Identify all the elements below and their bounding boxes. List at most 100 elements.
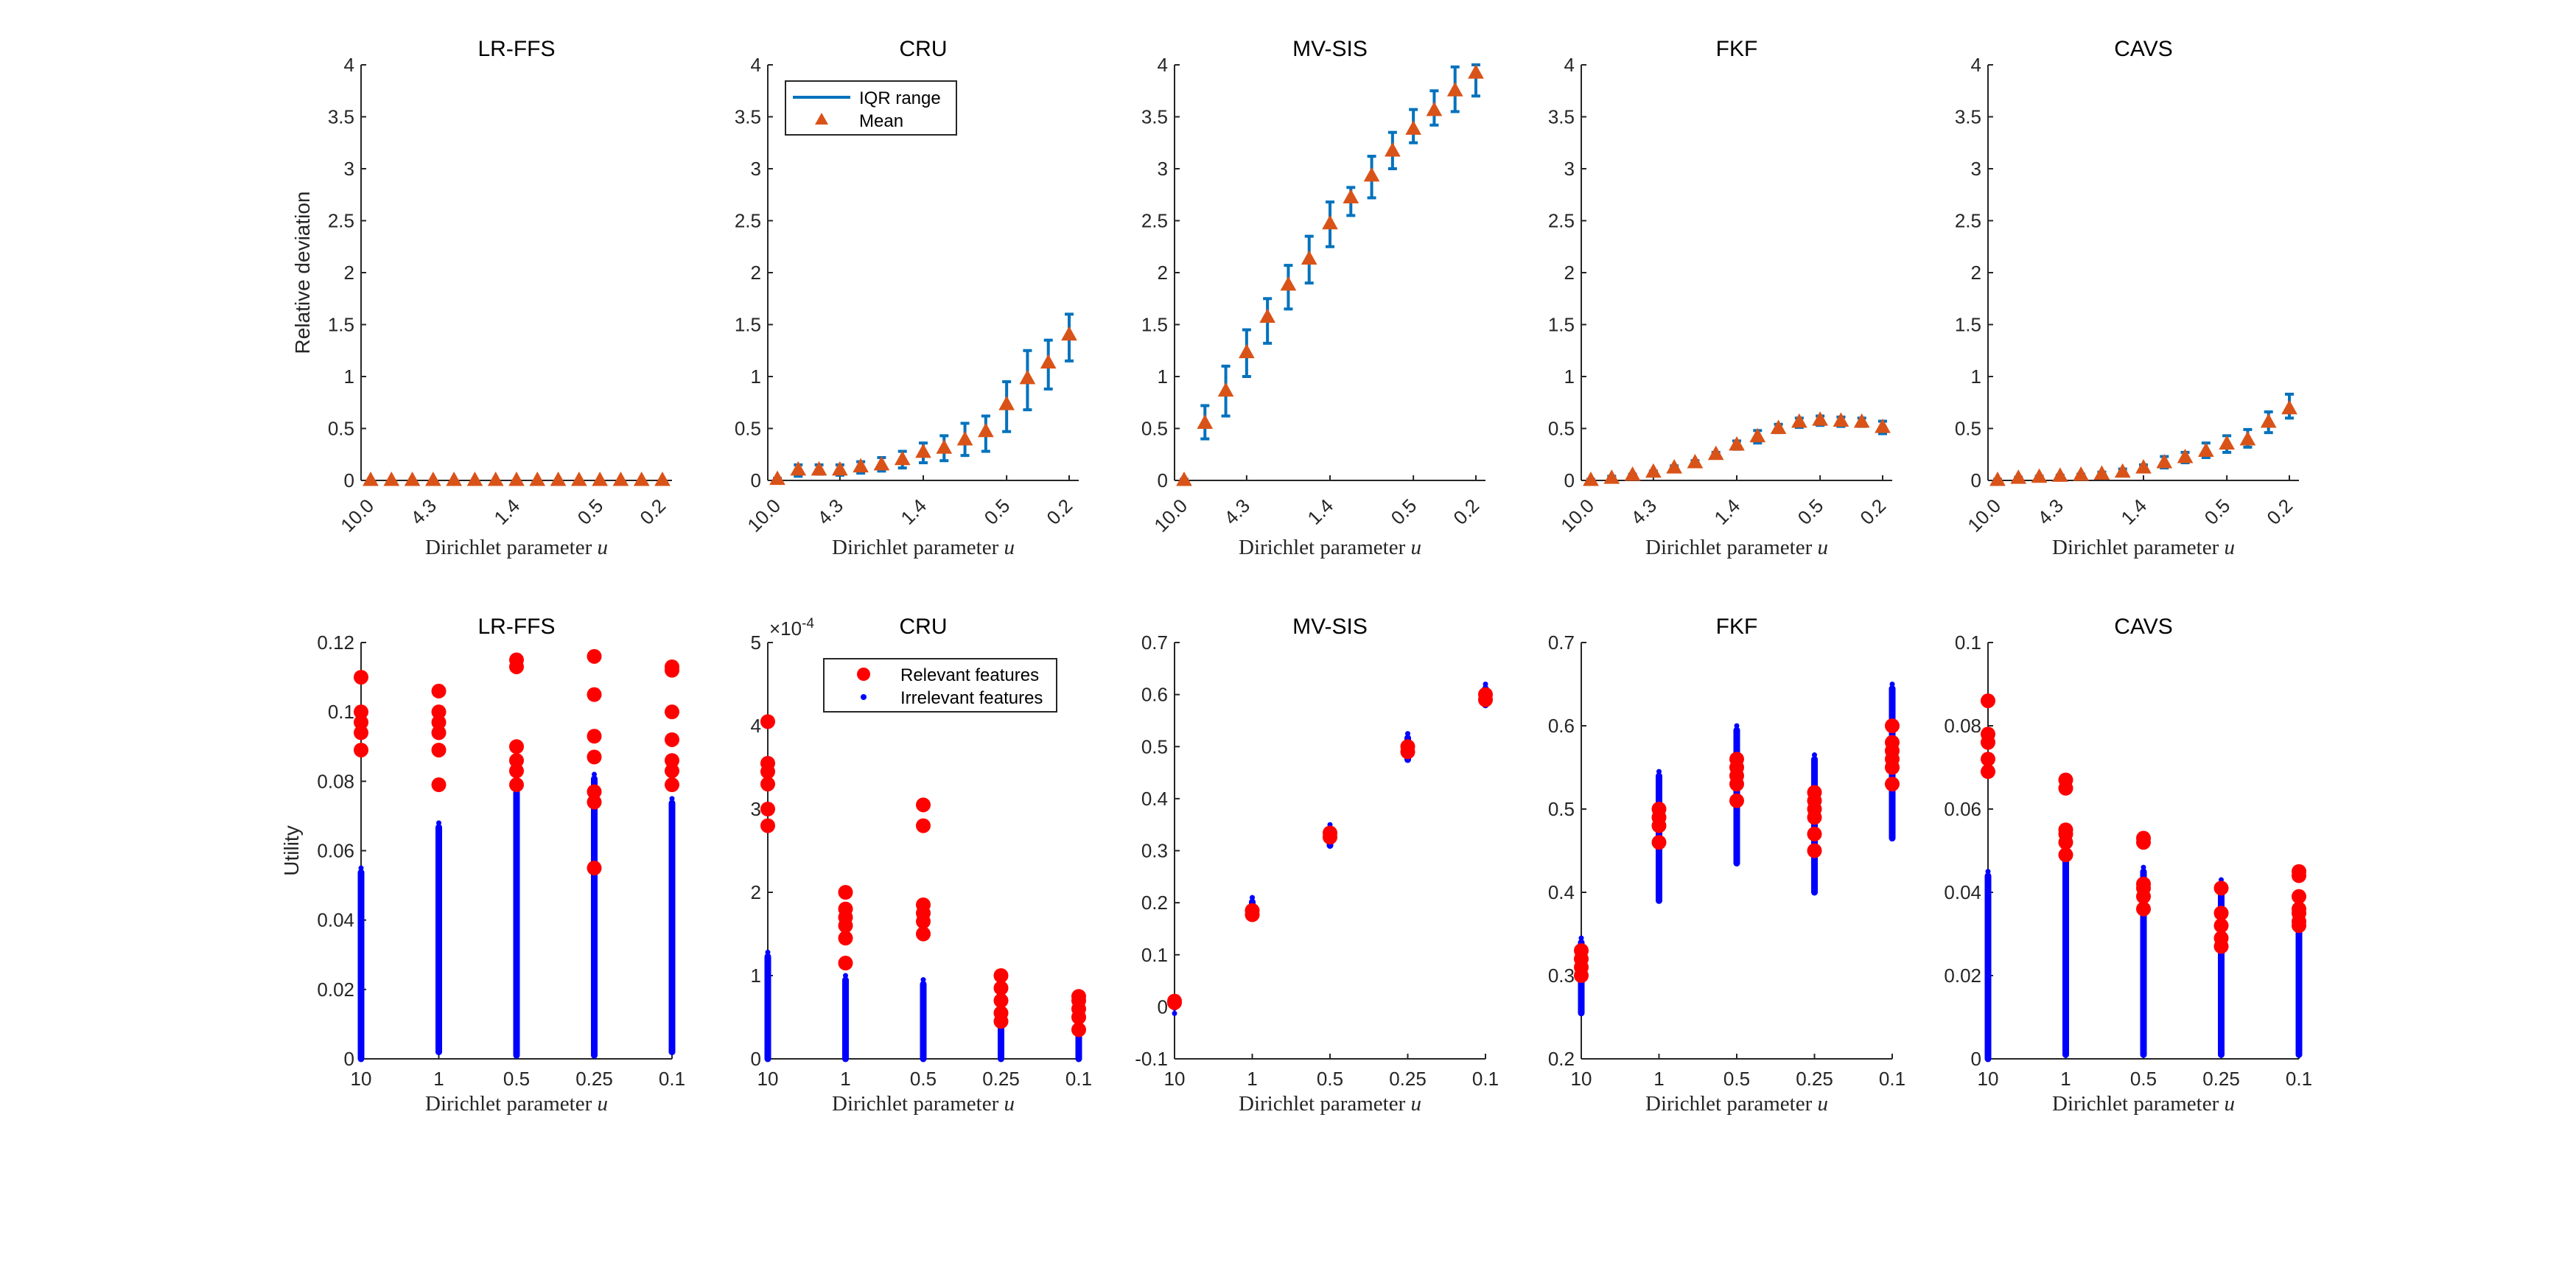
x-tick-label: 0.1 bbox=[2286, 1068, 2312, 1090]
irrelevant-feature-point bbox=[1889, 692, 1895, 697]
mean-marker bbox=[2239, 430, 2256, 446]
x-axis-label-variable: u bbox=[1411, 536, 1422, 559]
irrelevant-feature-point bbox=[1734, 723, 1740, 729]
x-tick-label: 0.5 bbox=[1723, 1068, 1750, 1090]
irrelevant-feature-point bbox=[514, 796, 519, 802]
y-tick-label: 0.5 bbox=[1548, 418, 1575, 440]
irrelevant-feature-point bbox=[1405, 731, 1410, 737]
mean-marker bbox=[2198, 442, 2214, 458]
legend-irrelevant-marker bbox=[861, 694, 867, 700]
legend-label-mean: Mean bbox=[859, 111, 903, 131]
irrelevant-feature-point bbox=[358, 870, 364, 876]
y-tick-label: 3 bbox=[1158, 158, 1168, 180]
y-tick-label: 1 bbox=[1564, 365, 1575, 388]
x-axis-label-variable: u bbox=[1004, 1092, 1015, 1116]
mean-marker bbox=[1363, 167, 1380, 182]
irrelevant-feature-point bbox=[765, 965, 771, 970]
mean-marker bbox=[1729, 436, 1745, 451]
relevant-feature-point bbox=[665, 763, 679, 779]
y-tick-label: 2 bbox=[1158, 262, 1168, 284]
y-tick-label: 3 bbox=[344, 158, 354, 180]
relevant-feature-point bbox=[760, 755, 775, 771]
x-axis-label: Dirichlet parameter u bbox=[1645, 536, 1828, 559]
x-axis-label: Dirichlet parameter u bbox=[2052, 1092, 2235, 1116]
x-axis-label: Dirichlet parameter u bbox=[425, 536, 608, 559]
x-axis-label-text: Dirichlet parameter bbox=[1645, 1092, 1818, 1116]
relevant-feature-point bbox=[993, 1005, 1009, 1021]
mean-marker bbox=[1385, 142, 1401, 157]
relevant-feature-point bbox=[354, 725, 368, 741]
irrelevant-feature-point bbox=[2063, 864, 2068, 869]
y-tick-label: 0.04 bbox=[1944, 881, 1981, 903]
mean-marker bbox=[1019, 369, 1036, 385]
mean-marker bbox=[1645, 463, 1662, 478]
mean-marker bbox=[1666, 459, 1682, 474]
relevant-feature-point bbox=[1478, 687, 1493, 702]
x-axis-label: Dirichlet parameter u bbox=[425, 1092, 608, 1116]
x-tick-label: 10 bbox=[1164, 1068, 1186, 1090]
irrelevant-feature-point bbox=[436, 825, 441, 831]
relevant-feature-point bbox=[993, 980, 1009, 995]
legend-mean-marker bbox=[815, 113, 828, 125]
y-tick-label: 0 bbox=[1564, 469, 1575, 491]
irrelevant-feature-point bbox=[514, 791, 519, 797]
irrelevant-feature-point bbox=[358, 881, 364, 886]
y-tick-label: 0 bbox=[1971, 469, 1981, 491]
relevant-feature-point bbox=[1323, 825, 1337, 841]
y-tick-label: 0.5 bbox=[1141, 735, 1168, 757]
irrelevant-feature-point bbox=[1812, 757, 1817, 763]
x-tick-label: 0.25 bbox=[2202, 1068, 2240, 1090]
mean-marker bbox=[2281, 399, 2297, 415]
y-tick-label: 0.6 bbox=[1548, 715, 1575, 737]
irrelevant-feature-point bbox=[920, 982, 926, 988]
subplot-bottom-cavs: CAVS 0 0.02 0.04 0.06 0.08 0.1 Dirichlet parame… bbox=[1944, 615, 2312, 1116]
y-tick-label: 0.6 bbox=[1141, 684, 1168, 706]
mean-marker bbox=[383, 471, 400, 486]
irrelevant-features-strip bbox=[764, 949, 771, 1063]
relevant-feature-point bbox=[1071, 1022, 1086, 1037]
y-tick-label: 3 bbox=[751, 158, 761, 180]
mean-marker bbox=[2093, 465, 2110, 480]
mean-marker bbox=[853, 458, 869, 473]
mean-marker bbox=[2156, 454, 2173, 469]
relevant-feature-point bbox=[2213, 931, 2229, 946]
relevant-feature-point bbox=[2136, 830, 2151, 846]
x-axis-label-variable: u bbox=[2225, 1092, 2236, 1116]
relevant-feature-point bbox=[665, 704, 679, 720]
irrelevant-feature-point bbox=[1734, 738, 1740, 744]
mean-marker bbox=[529, 471, 546, 486]
x-tick-label: 0.1 bbox=[1879, 1068, 1905, 1090]
mean-marker bbox=[2073, 466, 2089, 481]
mean-marker bbox=[873, 455, 890, 471]
mean-marker bbox=[1603, 469, 1620, 484]
relevant-feature-point bbox=[587, 794, 602, 810]
y-tick-label: 1.5 bbox=[328, 314, 354, 336]
irrelevant-feature-point bbox=[920, 987, 926, 993]
irrelevant-feature-point bbox=[1889, 687, 1895, 692]
y-axis-label: Utility bbox=[280, 825, 303, 875]
y-tick-label: 2 bbox=[751, 881, 761, 903]
x-axis-label-text: Dirichlet parameter bbox=[425, 1092, 598, 1116]
legend-label-irrelevant: Irrelevant features bbox=[900, 688, 1043, 708]
irrelevant-feature-point bbox=[1985, 874, 1991, 880]
y-tick-label: 0.3 bbox=[1141, 840, 1168, 862]
mean-marker bbox=[1833, 412, 1849, 427]
y-tick-label: 0 bbox=[751, 469, 761, 491]
x-axis-label-variable: u bbox=[598, 536, 609, 559]
y-tick-label: 0.06 bbox=[317, 840, 354, 862]
y-axis-exponent: ×10-4 bbox=[769, 616, 814, 640]
irrelevant-features-strip bbox=[2062, 848, 2069, 1058]
y-tick-label: 1.5 bbox=[1955, 314, 1981, 336]
relevant-feature-point bbox=[509, 753, 524, 769]
mean-marker bbox=[363, 471, 379, 486]
y-tick-label: 2.5 bbox=[1955, 210, 1981, 232]
relevant-feature-point bbox=[2213, 881, 2229, 896]
relevant-feature-point bbox=[431, 683, 447, 699]
relevant-feature-point bbox=[354, 715, 368, 730]
y-tick-label: 0.12 bbox=[317, 631, 354, 654]
y-tick-label: 2.5 bbox=[1548, 210, 1575, 232]
irrelevant-feature-point bbox=[843, 978, 848, 984]
mean-marker bbox=[2010, 469, 2027, 484]
relevant-feature-point bbox=[1400, 739, 1415, 755]
relevant-feature-point bbox=[509, 777, 524, 793]
